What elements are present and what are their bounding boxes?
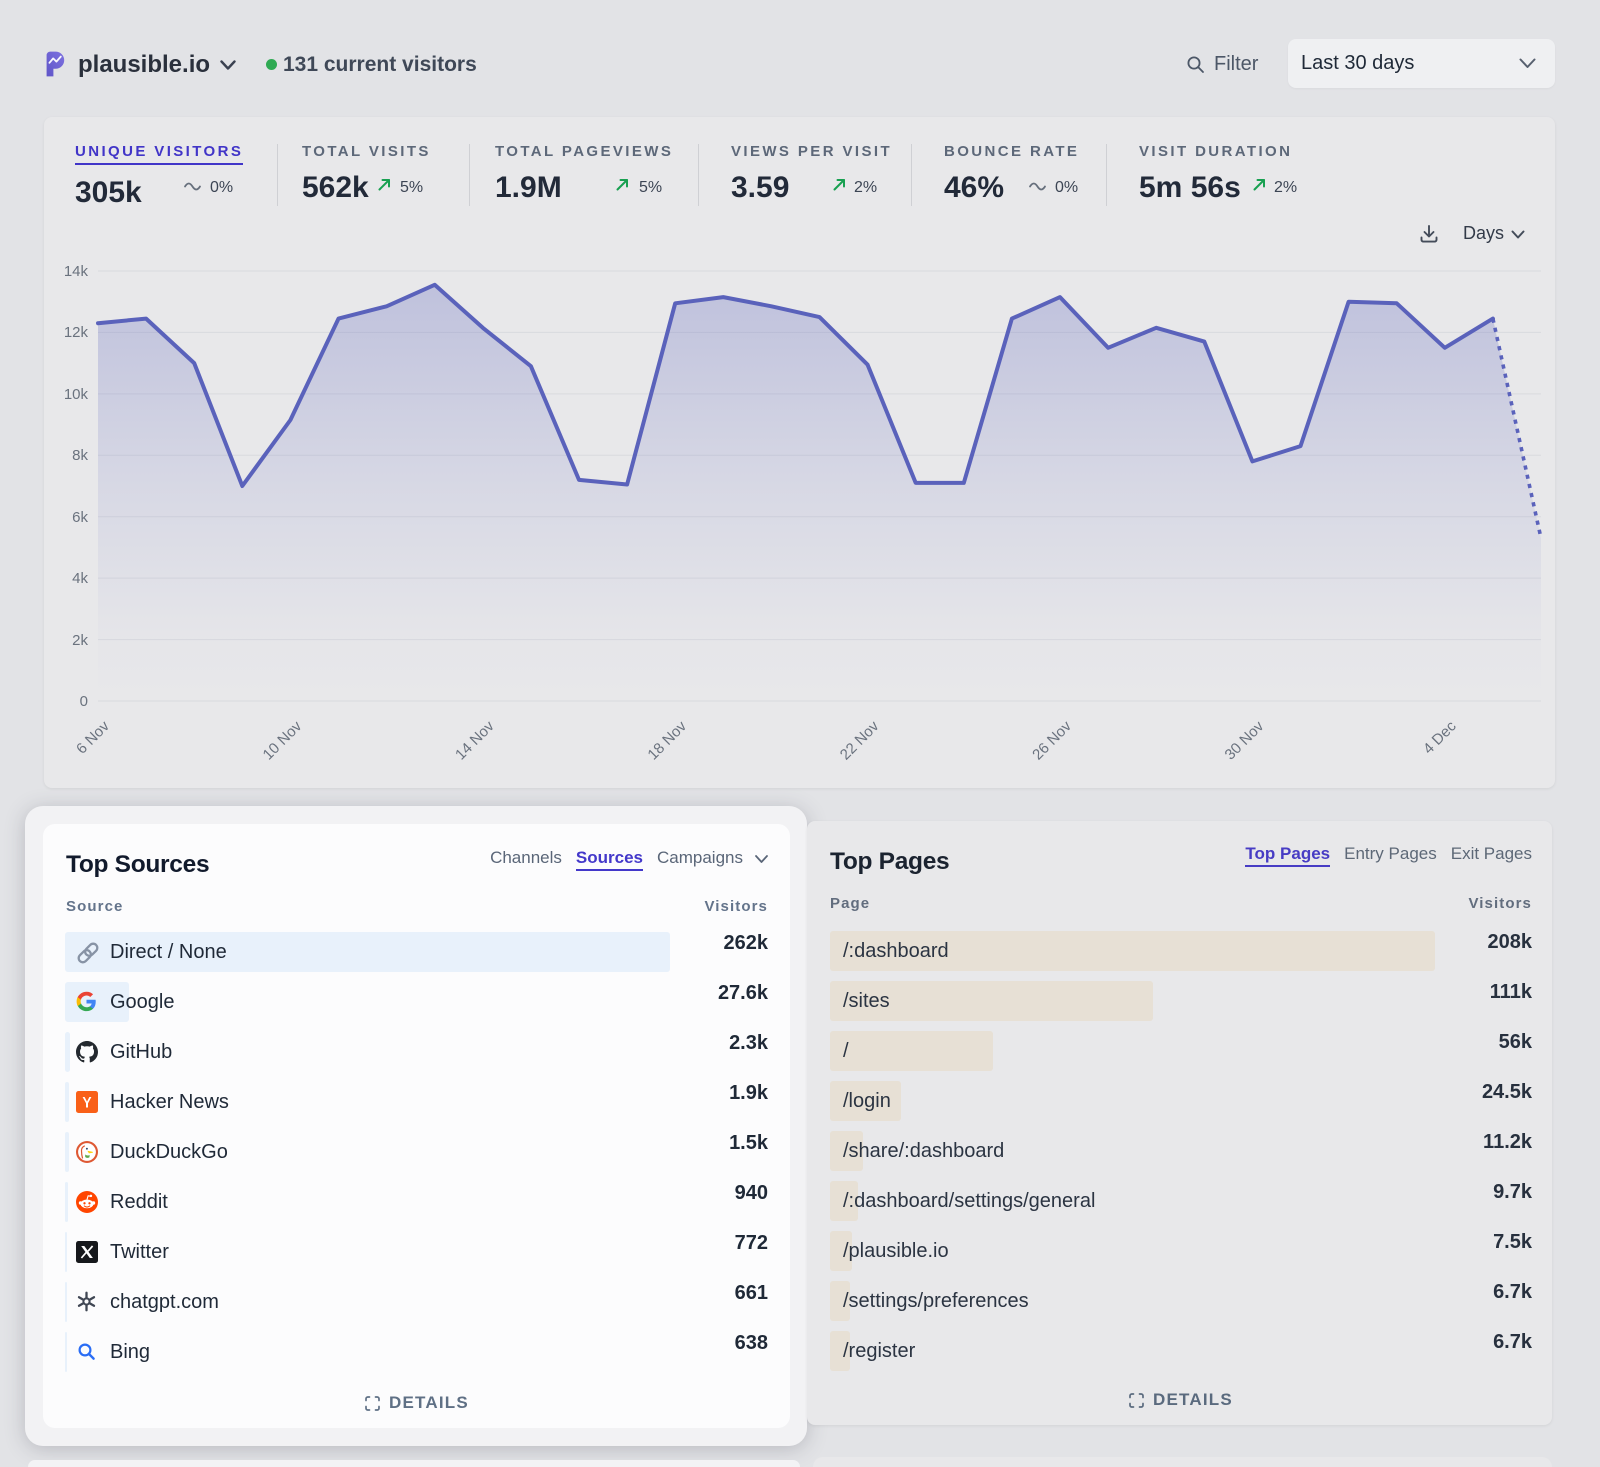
svg-text:4 Dec: 4 Dec: [1420, 717, 1460, 757]
svg-text:12k: 12k: [64, 324, 89, 341]
svg-text:6k: 6k: [72, 509, 88, 526]
svg-text:14 Nov: 14 Nov: [452, 717, 498, 763]
svg-text:22 Nov: 22 Nov: [837, 717, 883, 763]
svg-text:4k: 4k: [72, 570, 88, 587]
svg-text:2k: 2k: [72, 632, 88, 649]
svg-text:10k: 10k: [64, 386, 89, 403]
svg-text:10 Nov: 10 Nov: [260, 717, 306, 763]
svg-text:18 Nov: 18 Nov: [644, 717, 690, 763]
svg-text:26 Nov: 26 Nov: [1029, 717, 1075, 763]
svg-text:14k: 14k: [64, 263, 89, 280]
svg-text:8k: 8k: [72, 447, 88, 464]
svg-text:6 Nov: 6 Nov: [73, 717, 113, 757]
svg-text:0: 0: [80, 693, 88, 710]
svg-text:30 Nov: 30 Nov: [1222, 717, 1268, 763]
